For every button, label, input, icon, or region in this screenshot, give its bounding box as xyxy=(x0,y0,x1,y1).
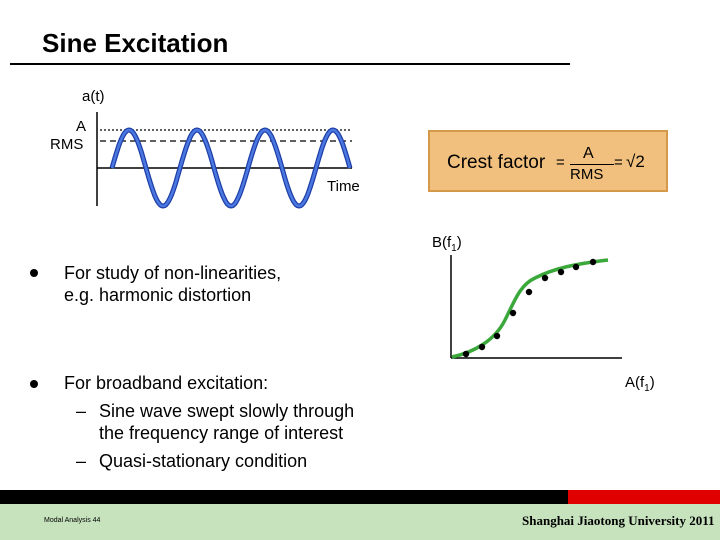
footer-band xyxy=(0,504,720,540)
crest-equals-2: = xyxy=(614,154,623,171)
crest-numerator: A xyxy=(583,145,594,162)
bullet-1-line-2: e.g. harmonic distortion xyxy=(64,285,252,305)
response-points xyxy=(462,258,597,358)
footer-bar-black xyxy=(0,490,568,504)
graph-y-label: B(f1) xyxy=(432,234,462,254)
crest-equals-1: = xyxy=(556,154,565,171)
curve-point xyxy=(589,258,597,266)
sub-bullet-1-dash: – xyxy=(76,401,87,421)
response-curve xyxy=(451,258,609,359)
footer-slide-number: Modal Analysis 44 xyxy=(44,517,101,524)
footer-university: Shanghai Jiaotong University 2011 xyxy=(522,513,715,528)
curve-point xyxy=(462,350,470,358)
bullet-1-line-1: For study of non-linearities, xyxy=(64,263,282,283)
graph-x-label: A(f1) xyxy=(625,374,655,394)
crest-factor-label: Crest factor xyxy=(447,152,546,173)
curve-point xyxy=(541,274,549,282)
bullet-2: For broadband excitation: xyxy=(64,372,268,394)
curve-point xyxy=(478,343,486,351)
sub-bullet-1-line-2: the frequency range of interest xyxy=(99,423,344,443)
slide-title: Sine Excitation xyxy=(42,28,229,58)
signal-y-label: a(t) xyxy=(82,88,105,105)
footer-bar-red xyxy=(568,490,720,504)
sub-bullet-1-line-1: Sine wave swept slowly through xyxy=(99,401,355,421)
curve-point xyxy=(557,268,565,276)
sub-bullet-1: Sine wave swept slowly through the frequ… xyxy=(99,400,354,444)
bullet-dot-2 xyxy=(30,380,38,388)
sine-wave xyxy=(110,128,352,208)
title-underline xyxy=(10,63,570,65)
sub-bullet-2-dash: – xyxy=(76,451,87,471)
fraction-bar xyxy=(570,164,614,165)
crest-denominator: RMS xyxy=(570,166,604,183)
bullet-2-line-1: For broadband excitation: xyxy=(64,373,269,393)
rms-label: RMS xyxy=(50,136,84,153)
bullet-1: For study of non-linearities, e.g. harmo… xyxy=(64,262,281,306)
crest-value: √2 xyxy=(626,152,645,171)
amplitude-label: A xyxy=(76,118,87,135)
curve-point xyxy=(572,263,580,271)
curve-point xyxy=(525,288,533,296)
curve-point xyxy=(493,332,501,340)
curve-point xyxy=(509,309,517,317)
time-label: Time xyxy=(327,178,360,195)
sub-bullet-2-line-1: Quasi-stationary condition xyxy=(99,451,308,471)
sub-bullet-2: Quasi-stationary condition xyxy=(99,450,307,472)
bullet-dot-1 xyxy=(30,269,38,277)
crest-factor-box xyxy=(428,130,668,192)
